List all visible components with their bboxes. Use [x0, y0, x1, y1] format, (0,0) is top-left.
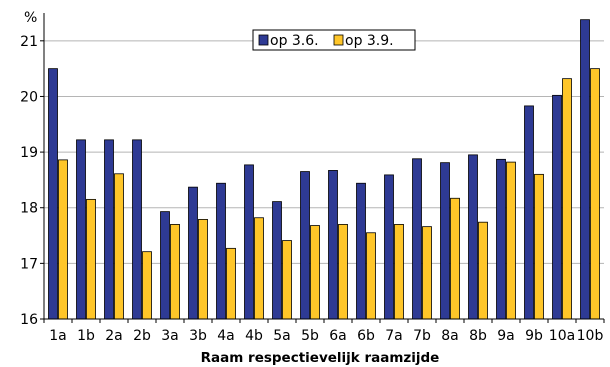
- legend: op 3.6. op 3.9.: [252, 29, 416, 51]
- bar-series-2-7a: [394, 224, 404, 320]
- bar-series-2-4b: [254, 217, 264, 320]
- x-tick-label: 1a: [49, 328, 67, 344]
- bar-series-1-7a: [384, 174, 394, 320]
- bar-series-1-2b: [132, 139, 142, 320]
- x-tick-label: 4a: [217, 328, 235, 344]
- bar-series-1-4a: [216, 182, 226, 320]
- bar-series-2-8a: [450, 197, 460, 320]
- bar-series-2-10a: [562, 78, 572, 320]
- x-tick-label: 1b: [77, 328, 95, 344]
- bar-series-1-5a: [272, 201, 282, 320]
- bar-series-2-1a: [58, 159, 68, 320]
- x-axis-title: Raam respectievelijk raamzijde: [201, 350, 440, 366]
- x-tick-label: 7a: [385, 328, 403, 344]
- x-tick-label: 3a: [161, 328, 179, 344]
- y-tick-label: 20: [20, 89, 38, 105]
- bar-series-1-8b: [468, 154, 478, 320]
- y-tick-label: 18: [20, 201, 38, 217]
- bar-series-2-5b: [310, 225, 320, 320]
- x-tick-label: 8b: [469, 328, 487, 344]
- x-tick-label: 5a: [273, 328, 291, 344]
- bar-series-1-7b: [412, 158, 422, 320]
- bar-series-2-10b: [590, 68, 600, 320]
- x-tick-label: 3b: [189, 328, 207, 344]
- bar-series-2-8b: [478, 221, 488, 320]
- y-tick-label: 21: [20, 34, 38, 50]
- x-tick-label: 7b: [413, 328, 431, 344]
- bar-series-2-6b: [366, 232, 376, 320]
- legend-swatch-series-2: [333, 34, 344, 46]
- bar-series-1-9b: [524, 105, 534, 320]
- y-tick-label: 19: [20, 145, 38, 161]
- legend-label-series-2: op 3.9.: [345, 33, 394, 49]
- legend-swatch-series-1: [258, 34, 269, 46]
- x-tick-label: 5b: [301, 328, 319, 344]
- bar-series-2-6a: [338, 224, 348, 320]
- bar-series-2-9b: [534, 173, 544, 320]
- bar-series-1-6b: [356, 182, 366, 320]
- bar-series-2-3a: [170, 224, 180, 320]
- x-tick-label: 10b: [577, 328, 604, 344]
- legend-label-series-1: op 3.6.: [270, 33, 319, 49]
- x-tick-label: 9a: [497, 328, 515, 344]
- x-tick-labels: 1a 1b 2a 2b 3a 3b 4a 4b 5a 5b 6a 6b 7a 7b 8a 8b 9a 9b 10a 1…: [49, 328, 603, 344]
- x-tick-label: 9b: [525, 328, 543, 344]
- x-tick-label: 6a: [329, 328, 347, 344]
- axes: [40, 13, 605, 323]
- bar-series-1-2a: [104, 139, 114, 320]
- bar-series-2-3b: [198, 219, 208, 320]
- bar-series-1-9a: [496, 158, 506, 320]
- bar-series-1-4b: [244, 164, 254, 320]
- x-tick-label: 2a: [105, 328, 123, 344]
- bar-series-1-1b: [76, 139, 86, 320]
- bar-series-1-10b: [580, 19, 590, 320]
- bar-series-1-10a: [552, 94, 562, 320]
- bar-series-1-5b: [300, 171, 310, 320]
- bar-series-2-7b: [422, 226, 432, 320]
- y-tick-label: 17: [20, 256, 38, 272]
- x-tick-label: 8a: [441, 328, 459, 344]
- x-tick-label: 6b: [357, 328, 375, 344]
- y-unit-label: %: [24, 10, 37, 26]
- bars: [48, 19, 600, 320]
- x-tick-label: 10a: [549, 328, 575, 344]
- bar-series-2-9a: [506, 161, 516, 320]
- y-tick-label: 16: [20, 312, 38, 328]
- y-tick-labels: 16 17 18 19 20 21: [20, 34, 38, 328]
- bar-series-1-3a: [160, 211, 170, 320]
- bar-series-1-8a: [440, 162, 450, 320]
- bar-series-1-3b: [188, 186, 198, 320]
- bar-series-1-1a: [48, 68, 58, 320]
- bar-series-2-2b: [142, 251, 152, 320]
- bar-series-2-1b: [86, 198, 96, 320]
- bar-series-2-2a: [114, 173, 124, 320]
- x-tick-label: 4b: [245, 328, 263, 344]
- bar-series-2-5a: [282, 240, 292, 320]
- gridlines: [44, 40, 604, 264]
- bar-series-2-4a: [226, 247, 236, 320]
- x-tick-label: 2b: [133, 328, 151, 344]
- bar-series-1-6a: [328, 170, 338, 320]
